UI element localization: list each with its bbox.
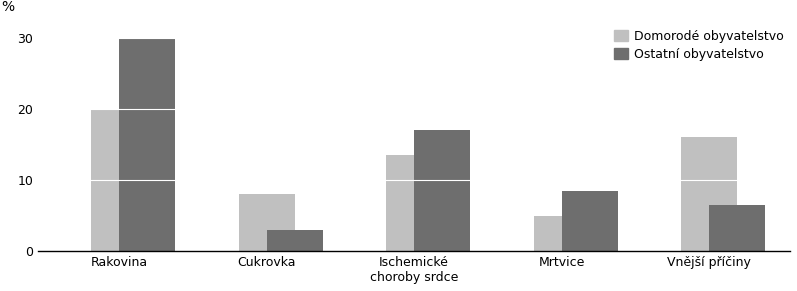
Bar bbox=[414, 130, 470, 251]
Bar bbox=[120, 38, 175, 251]
Bar bbox=[709, 205, 765, 251]
Bar bbox=[681, 137, 737, 251]
Bar bbox=[386, 155, 442, 251]
Legend: Domorodé obyvatelstvo, Ostatní obyvatelstvo: Domorodé obyvatelstvo, Ostatní obyvatels… bbox=[614, 30, 783, 61]
Y-axis label: %: % bbox=[2, 0, 14, 14]
Bar bbox=[533, 216, 590, 251]
Bar bbox=[562, 191, 618, 251]
Bar bbox=[92, 109, 147, 251]
Bar bbox=[239, 194, 295, 251]
Bar bbox=[267, 230, 323, 251]
